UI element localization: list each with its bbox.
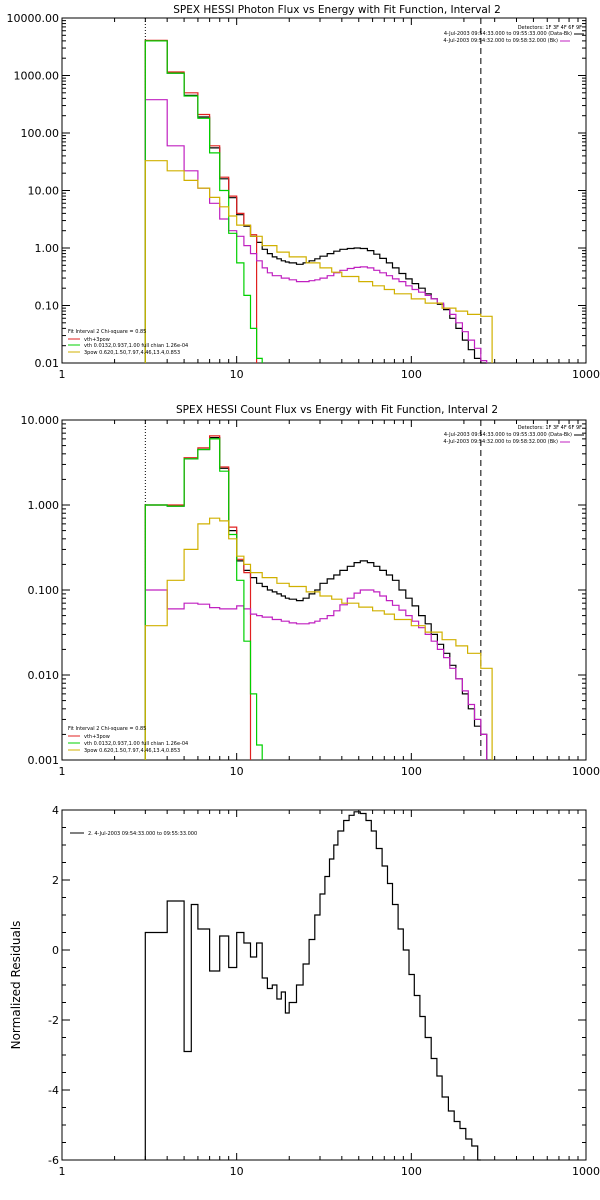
legend-residual: 2. 4-Jul-2003 09:54:33.000 to 09:55:33.0… xyxy=(88,831,197,837)
plot-frame xyxy=(61,17,587,364)
x-tick-label: 1000 xyxy=(572,765,600,778)
legend-data-interval: 4-Jul-2003 09:54:33.000 to 09:55:33.000 … xyxy=(444,31,572,37)
x-tick-label: 10 xyxy=(230,765,244,778)
residuals-panel: Normalized Residuals 1 10 100 1000 4 2 0 -2 -4 -6… xyxy=(9,804,600,1178)
x-tick-label: 100 xyxy=(401,765,422,778)
x-tick-label: 1 xyxy=(59,1165,66,1178)
y-tick-label: 0.01 xyxy=(35,357,60,370)
series-line-2 xyxy=(144,589,488,760)
series-line-3 xyxy=(144,40,263,363)
y-tick-label: 10.00 xyxy=(28,185,60,198)
photon-flux-panel: SPEX HESSI Photon Flux vs Energy with Fi… xyxy=(7,4,600,381)
x-tick-label: 1 xyxy=(59,765,66,778)
y-tick-label: 2 xyxy=(52,874,59,887)
panel-title: SPEX HESSI Photon Flux vs Energy with Fi… xyxy=(173,4,501,16)
legend-3pow: 3pow 0.620,1.50,7.97,4.46,13.4,0.853 xyxy=(84,748,180,754)
legend-3pow: 3pow 0.620,1.50,7.97,4.46,13.4,0.853 xyxy=(84,350,180,356)
y-tick-label: 100.00 xyxy=(21,127,60,140)
legend-detectors: Detectors: 1F 3F 4F 6F 9F xyxy=(518,25,582,31)
y-tick-label: 1.00 xyxy=(35,242,60,255)
y-tick-label: 0.010 xyxy=(28,669,60,682)
count-flux-panel: SPEX HESSI Count Flux vs Energy with Fit… xyxy=(21,404,600,778)
x-tick-label: 1000 xyxy=(572,368,600,381)
series-line-0 xyxy=(144,40,487,364)
legend-model: vth+3pow xyxy=(84,337,110,343)
legend-model: vth+3pow xyxy=(84,734,110,740)
series-line-3 xyxy=(144,438,263,760)
legend-left: Fit Interval 2 Chi-square = 0.85 vth+3po… xyxy=(68,726,188,754)
legend-right: Detectors: 1F 3F 4F 6F 9F 4-Jul-2003 09:… xyxy=(443,425,584,445)
series-line-4 xyxy=(144,160,493,363)
x-tick-label: 100 xyxy=(401,368,422,381)
legend-data-interval: 4-Jul-2003 09:54:33.000 to 09:55:33.000 … xyxy=(444,432,572,438)
y-tick-label: 10000.00 xyxy=(7,12,60,25)
x-tick-label: 1 xyxy=(59,368,66,381)
y-tick-label: 0.10 xyxy=(35,300,60,313)
y-tick-label: 0.001 xyxy=(28,754,60,767)
y-tick-label: 10.000 xyxy=(21,414,60,427)
x-tick-label: 100 xyxy=(401,1165,422,1178)
y-tick-label: 0 xyxy=(52,944,59,957)
y-tick-label: 1000.00 xyxy=(14,70,60,83)
series-line-0 xyxy=(144,811,481,1161)
series-line-0 xyxy=(144,437,488,760)
legend-left: 2. 4-Jul-2003 09:54:33.000 to 09:55:33.0… xyxy=(70,831,197,837)
legend-right: Detectors: 1F 3F 4F 6F 9F 4-Jul-2003 09:… xyxy=(443,25,584,44)
y-tick-label: -4 xyxy=(48,1084,59,1097)
legend-left: Fit Interval 2 Chi-square = 0.85 vth+3po… xyxy=(68,329,188,356)
plot-frame xyxy=(61,419,587,761)
x-tick-label: 1000 xyxy=(572,1165,600,1178)
x-tick-label: 10 xyxy=(230,368,244,381)
y-tick-label: -2 xyxy=(48,1014,59,1027)
x-tick-label: 10 xyxy=(230,1165,244,1178)
series-line-1 xyxy=(144,39,258,363)
plot-frame xyxy=(61,809,587,1161)
legend-vth: vth 0.0132,0.937,1.00 full chian 1.26e-0… xyxy=(84,343,188,349)
series-line-2 xyxy=(144,99,488,363)
legend-bk-interval: 4-Jul-2003 09:54:32.000 to 09:58:32.000 … xyxy=(443,38,558,44)
legend-fit-interval: Fit Interval 2 Chi-square = 0.85 xyxy=(68,329,146,335)
y-axis-label: Normalized Residuals xyxy=(9,921,23,1050)
y-tick-label: 0.100 xyxy=(28,584,60,597)
y-tick-label: 1.000 xyxy=(28,499,60,512)
y-tick-label: -6 xyxy=(48,1154,59,1167)
series-line-1 xyxy=(144,435,252,760)
y-tick-label: 4 xyxy=(52,804,59,817)
legend-detectors: Detectors: 1F 3F 4F 6F 9F xyxy=(518,425,582,431)
legend-bk-interval: 4-Jul-2003 09:54:32.000 to 09:58:32.000 … xyxy=(443,439,558,445)
legend-vth: vth 0.0132,0.937,1.00 full chian 1.26e-0… xyxy=(84,741,188,747)
panel-title: SPEX HESSI Count Flux vs Energy with Fit… xyxy=(176,404,498,416)
legend-fit-interval: Fit Interval 2 Chi-square = 0.85 xyxy=(68,726,146,732)
series-line-4 xyxy=(144,517,493,760)
